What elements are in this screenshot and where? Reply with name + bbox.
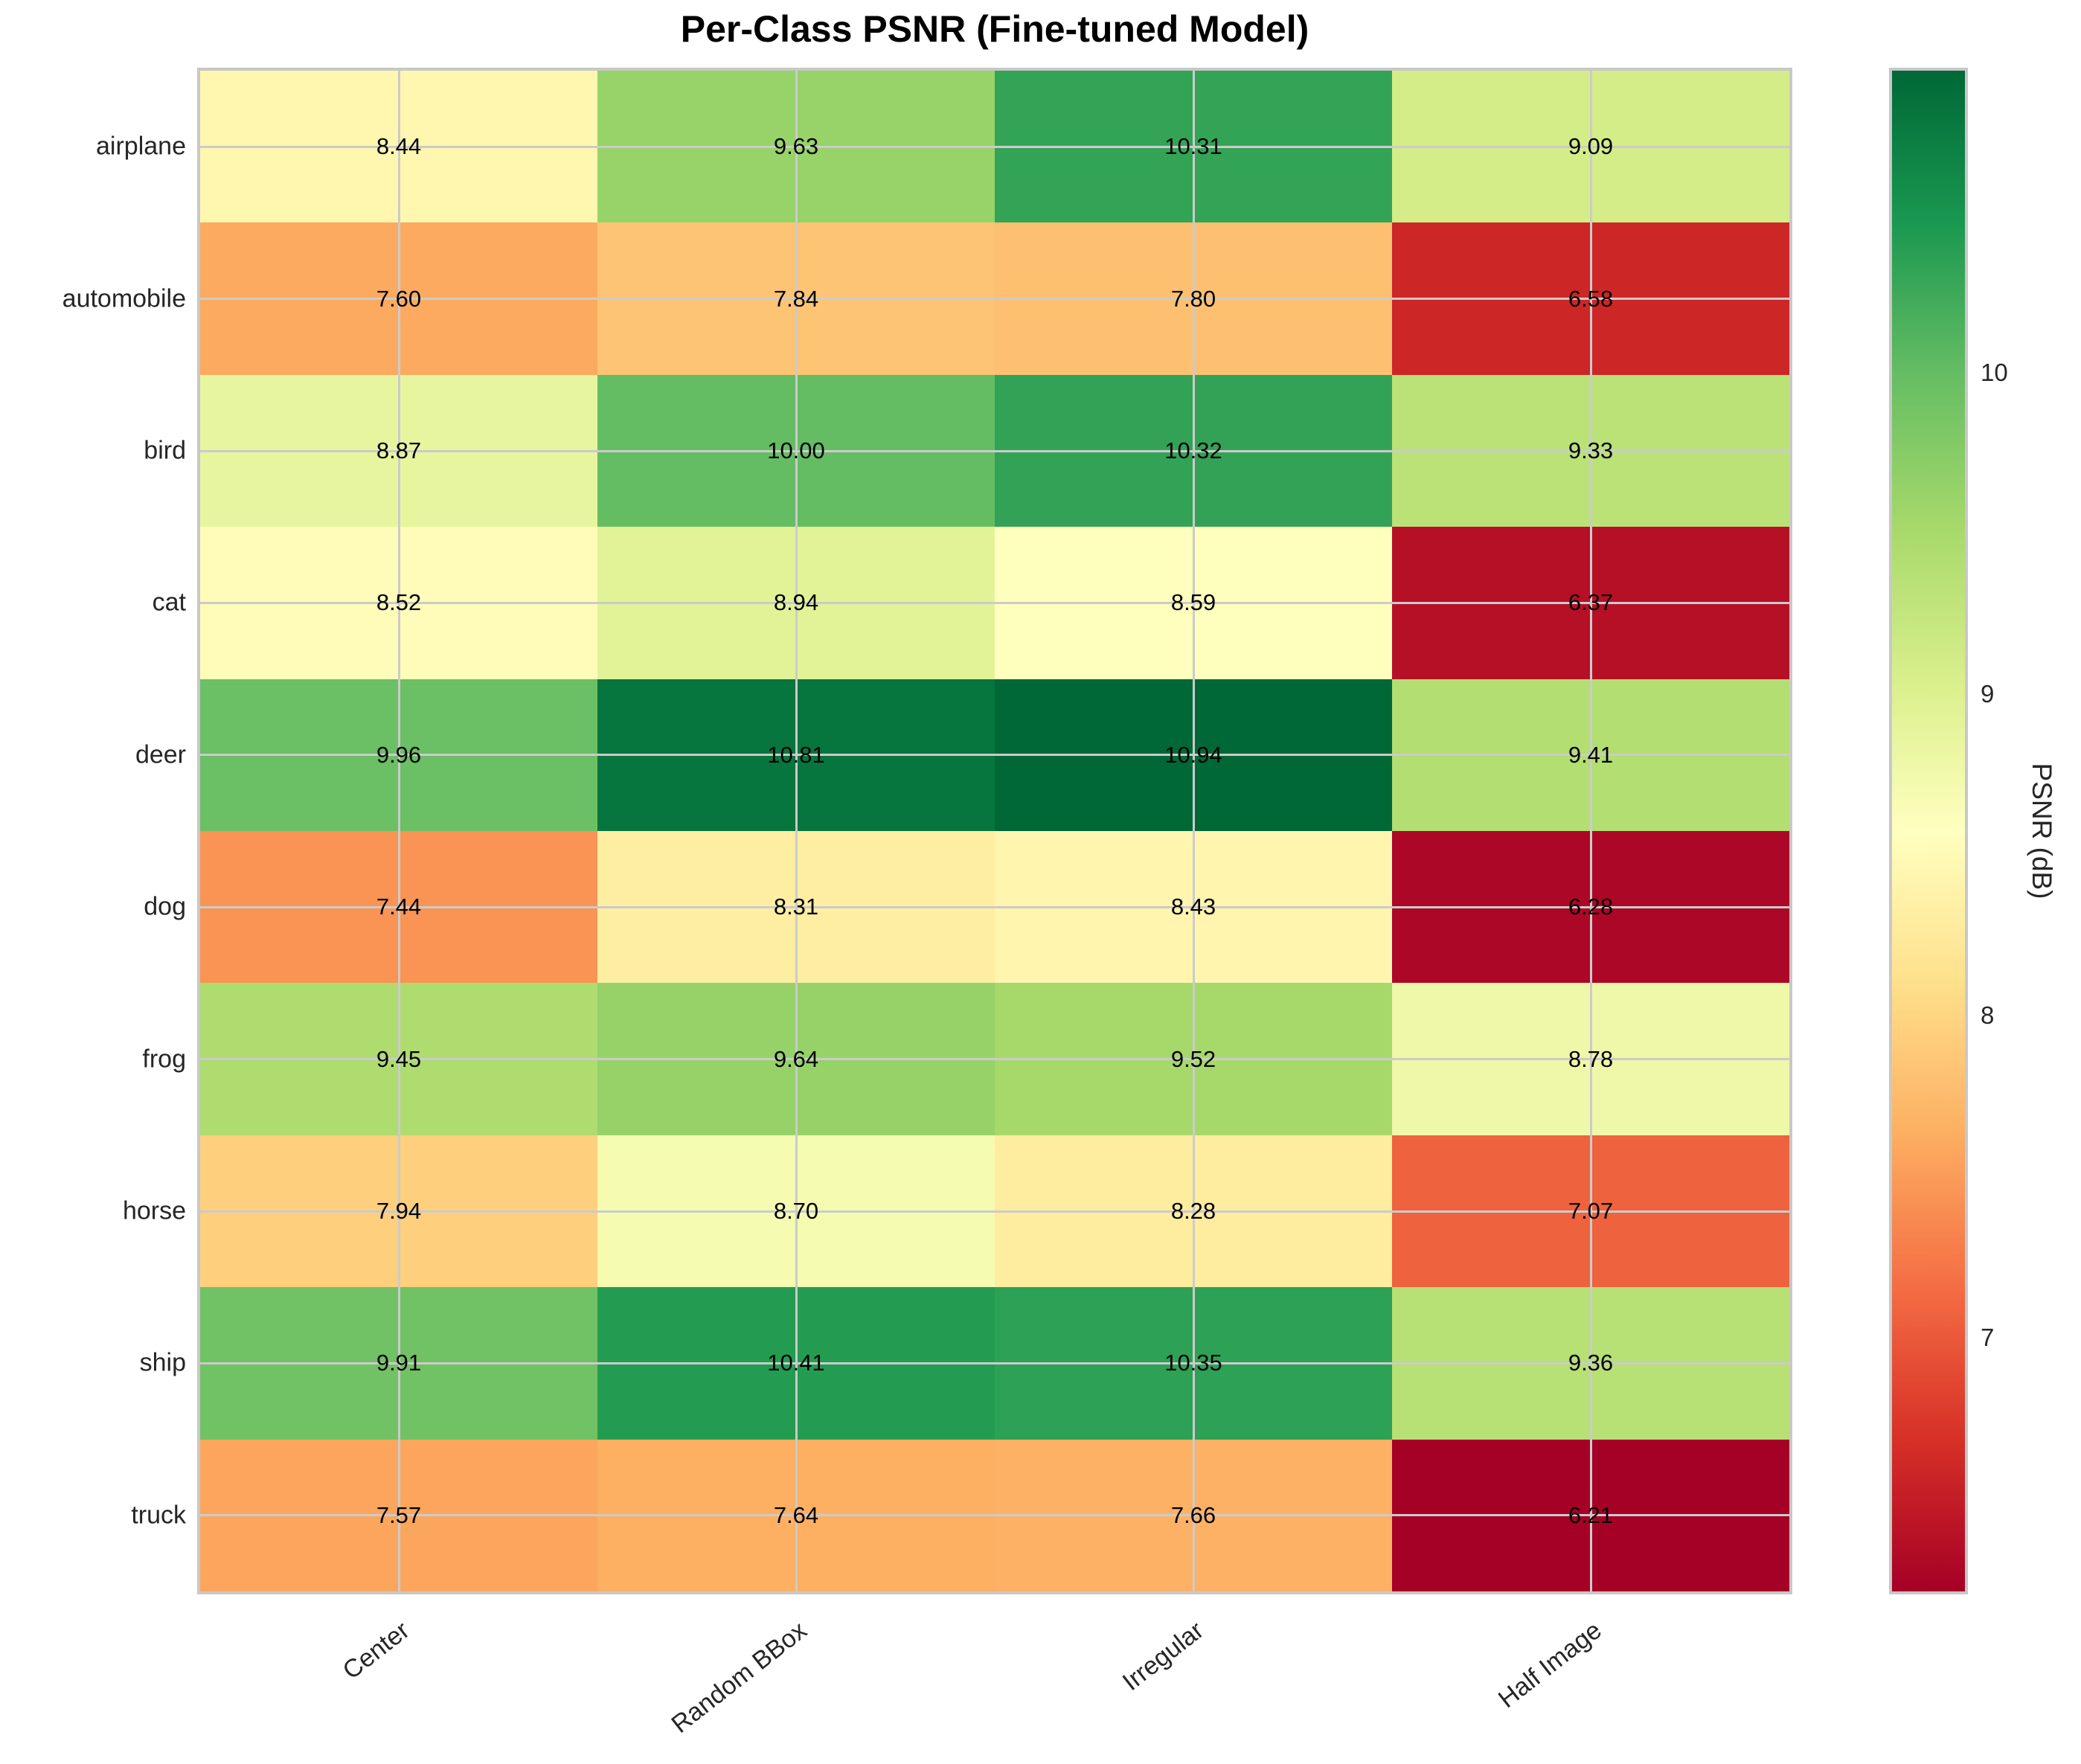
cell-value: 10.32 (1164, 437, 1222, 464)
cell-value: 8.43 (1170, 894, 1216, 920)
colorbar-tick-label: 10 (1981, 359, 2008, 387)
cell-value: 8.28 (1170, 1197, 1216, 1224)
gridline-horizontal (200, 1514, 1789, 1517)
gridline-vertical (795, 71, 798, 1591)
y-tick-label: ship (139, 1348, 186, 1377)
cell-value: 9.52 (1170, 1045, 1216, 1072)
gridline-horizontal (200, 905, 1789, 908)
colorbar-gradient (1892, 71, 1965, 1591)
y-tick-label: deer (135, 740, 186, 769)
cell-value: 9.33 (1568, 437, 1614, 464)
gridline-horizontal (200, 298, 1789, 301)
gridline-horizontal (200, 1058, 1789, 1061)
cell-value: 9.41 (1568, 741, 1614, 768)
cell-value: 10.81 (767, 741, 825, 768)
gridline-vertical (1589, 71, 1592, 1591)
cell-value: 9.96 (376, 741, 422, 768)
colorbar-tick-label: 9 (1981, 680, 1995, 708)
x-tick-label: Half Image (1492, 1616, 1607, 1714)
y-tick-label: horse (122, 1196, 186, 1225)
cell-value: 7.64 (773, 1501, 819, 1528)
x-tick-label: Random BBox (666, 1616, 812, 1739)
y-tick-label: cat (152, 588, 186, 617)
y-tick-label: automobile (62, 284, 186, 313)
cell-value: 7.80 (1170, 285, 1216, 312)
cell-value: 9.63 (773, 133, 819, 160)
cell-value: 10.35 (1164, 1350, 1222, 1376)
cell-value: 10.31 (1164, 133, 1222, 160)
cell-value: 7.94 (376, 1197, 422, 1224)
y-tick-label: truck (131, 1501, 186, 1530)
cell-value: 9.09 (1568, 133, 1614, 160)
cell-value: 9.64 (773, 1045, 819, 1072)
cell-value: 9.45 (376, 1045, 422, 1072)
colorbar-axis-label: PSNR (dB) (2027, 763, 2057, 899)
cell-value: 8.52 (376, 589, 422, 616)
cell-value: 7.57 (376, 1501, 422, 1528)
y-tick-label: bird (144, 436, 186, 465)
cell-value: 9.91 (376, 1350, 422, 1376)
y-tick-label: airplane (96, 132, 186, 161)
cell-value: 9.36 (1568, 1350, 1614, 1376)
cell-value: 8.78 (1568, 1045, 1614, 1072)
cell-value: 8.59 (1170, 589, 1216, 616)
cell-value: 6.58 (1568, 285, 1614, 312)
gridline-horizontal (200, 1362, 1789, 1364)
cell-value: 8.31 (773, 894, 819, 920)
x-tick-label: Center (337, 1616, 415, 1685)
gridline-horizontal (200, 449, 1789, 452)
gridline-vertical (1192, 71, 1195, 1591)
cell-value: 8.70 (773, 1197, 819, 1224)
cell-value: 8.94 (773, 589, 819, 616)
cell-value: 6.37 (1568, 589, 1614, 616)
cell-value: 8.87 (376, 437, 422, 464)
cell-value: 10.00 (767, 437, 825, 464)
y-tick-label: dog (144, 892, 186, 921)
cell-value: 7.66 (1170, 1501, 1216, 1528)
gridline-horizontal (200, 601, 1789, 604)
cell-value: 6.21 (1568, 1501, 1614, 1528)
gridline-horizontal (200, 145, 1789, 148)
colorbar-tick-label: 7 (1981, 1323, 1995, 1351)
cell-value: 6.28 (1568, 894, 1614, 920)
gridline-horizontal (200, 1210, 1789, 1213)
gridline-vertical (397, 71, 400, 1591)
chart-title: Per-Class PSNR (Fine-tuned Model) (680, 8, 1309, 50)
cell-value: 7.44 (376, 894, 422, 920)
x-tick-label: Irregular (1118, 1616, 1210, 1697)
gridline-horizontal (200, 754, 1789, 757)
cell-value: 7.60 (376, 285, 422, 312)
cell-value: 7.84 (773, 285, 819, 312)
y-tick-label: frog (142, 1045, 186, 1074)
colorbar-tick-label: 8 (1981, 1001, 1995, 1030)
cell-value: 7.07 (1568, 1197, 1614, 1224)
cell-value: 10.94 (1164, 741, 1222, 768)
cell-value: 10.41 (767, 1350, 825, 1376)
cell-value: 8.44 (376, 133, 422, 160)
